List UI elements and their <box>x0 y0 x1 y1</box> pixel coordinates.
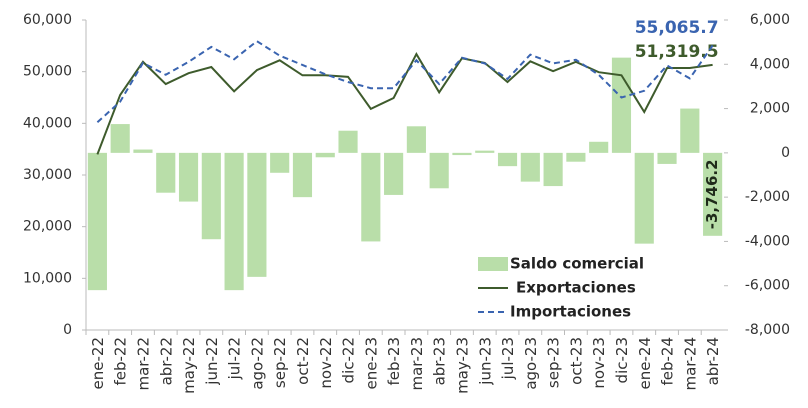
x-tick-label: sep-23 <box>545 337 563 388</box>
y-tick-label: 50,000 <box>23 64 72 80</box>
y2-tick-label: 0 <box>781 145 790 161</box>
y2-tick-label: -8,000 <box>745 322 790 338</box>
x-tick-label: mar-23 <box>408 337 426 391</box>
bar <box>611 57 632 153</box>
bar <box>361 152 381 242</box>
y2-tick-label: 2,000 <box>750 101 790 117</box>
legend-label: Importaciones <box>510 303 631 321</box>
x-tick-label: oct-22 <box>294 337 312 385</box>
bar <box>87 152 107 291</box>
bar <box>543 152 563 187</box>
x-tick-label: may-23 <box>453 337 471 394</box>
bar <box>384 152 404 195</box>
y2-tick-label: -6,000 <box>745 278 790 294</box>
line <box>96 39 714 124</box>
x-tick-label: nov-23 <box>590 337 608 389</box>
x-tick-label: dic-23 <box>613 337 631 383</box>
x-tick-label: mar-24 <box>681 337 699 391</box>
bar <box>634 152 654 244</box>
data-label: 55,065.7 <box>635 18 719 38</box>
bar <box>589 141 609 153</box>
x-tick-label: ene-23 <box>362 337 380 389</box>
x-tick-label: may-22 <box>180 337 198 394</box>
legend-label: Saldo comercial <box>510 255 644 273</box>
line <box>96 52 713 155</box>
bar <box>201 152 221 240</box>
x-tick-label: abr-23 <box>431 337 449 385</box>
bar <box>110 124 130 153</box>
data-label: 51,319.5 <box>635 42 719 62</box>
x-tick-label: dic-22 <box>340 337 358 383</box>
x-tick-label: abr-22 <box>157 337 175 385</box>
x-tick-label: ene-22 <box>89 337 107 389</box>
bar <box>566 152 586 162</box>
bar <box>475 150 495 153</box>
bar <box>703 152 723 236</box>
bar <box>133 149 153 153</box>
x-tick-label: oct-23 <box>567 337 585 385</box>
bar <box>429 152 449 189</box>
bar <box>224 152 244 291</box>
x-tick-label: abr-24 <box>704 337 722 385</box>
bar <box>497 152 518 167</box>
x-tick-label: ago-22 <box>248 337 266 390</box>
bar <box>270 152 290 173</box>
x-tick-label: feb-22 <box>112 337 130 386</box>
y-tick-label: 10,000 <box>23 270 72 286</box>
legend-swatch <box>478 257 508 271</box>
x-tick-label: jun-23 <box>476 337 494 386</box>
x-tick-label: nov-22 <box>317 337 335 389</box>
bar <box>178 152 199 202</box>
bar <box>406 126 426 153</box>
x-tick-label: mar-22 <box>134 337 152 391</box>
x-tick-label: ago-23 <box>522 337 540 390</box>
y-tick-label: 40,000 <box>23 115 72 131</box>
y-tick-label: 30,000 <box>23 167 72 183</box>
bar <box>520 152 540 182</box>
y-tick-label: 60,000 <box>23 12 72 28</box>
y2-tick-label: -2,000 <box>745 189 790 205</box>
x-tick-label: jun-22 <box>203 337 221 386</box>
bar <box>247 152 267 277</box>
data-label: -3,746.2 <box>703 159 721 229</box>
x-tick-label: jul-22 <box>226 337 244 380</box>
x-tick-label: sep-22 <box>271 337 289 388</box>
bar <box>452 152 472 156</box>
bar <box>680 108 700 153</box>
y-tick-label: 0 <box>63 322 72 338</box>
x-tick-label: ene-24 <box>636 337 654 389</box>
x-tick-label: feb-24 <box>659 337 677 386</box>
y2-tick-label: 6,000 <box>750 12 790 28</box>
x-tick-label: feb-23 <box>385 337 403 386</box>
legend-label: Exportaciones <box>516 279 636 297</box>
bar <box>156 152 176 193</box>
y2-tick-label: -4,000 <box>745 233 790 249</box>
bar <box>338 130 358 153</box>
bar <box>315 152 335 158</box>
x-tick-label: jul-23 <box>499 337 517 380</box>
y-tick-label: 20,000 <box>23 219 72 235</box>
bar <box>292 152 313 198</box>
bar <box>657 152 677 164</box>
y2-tick-label: 4,000 <box>750 56 790 72</box>
